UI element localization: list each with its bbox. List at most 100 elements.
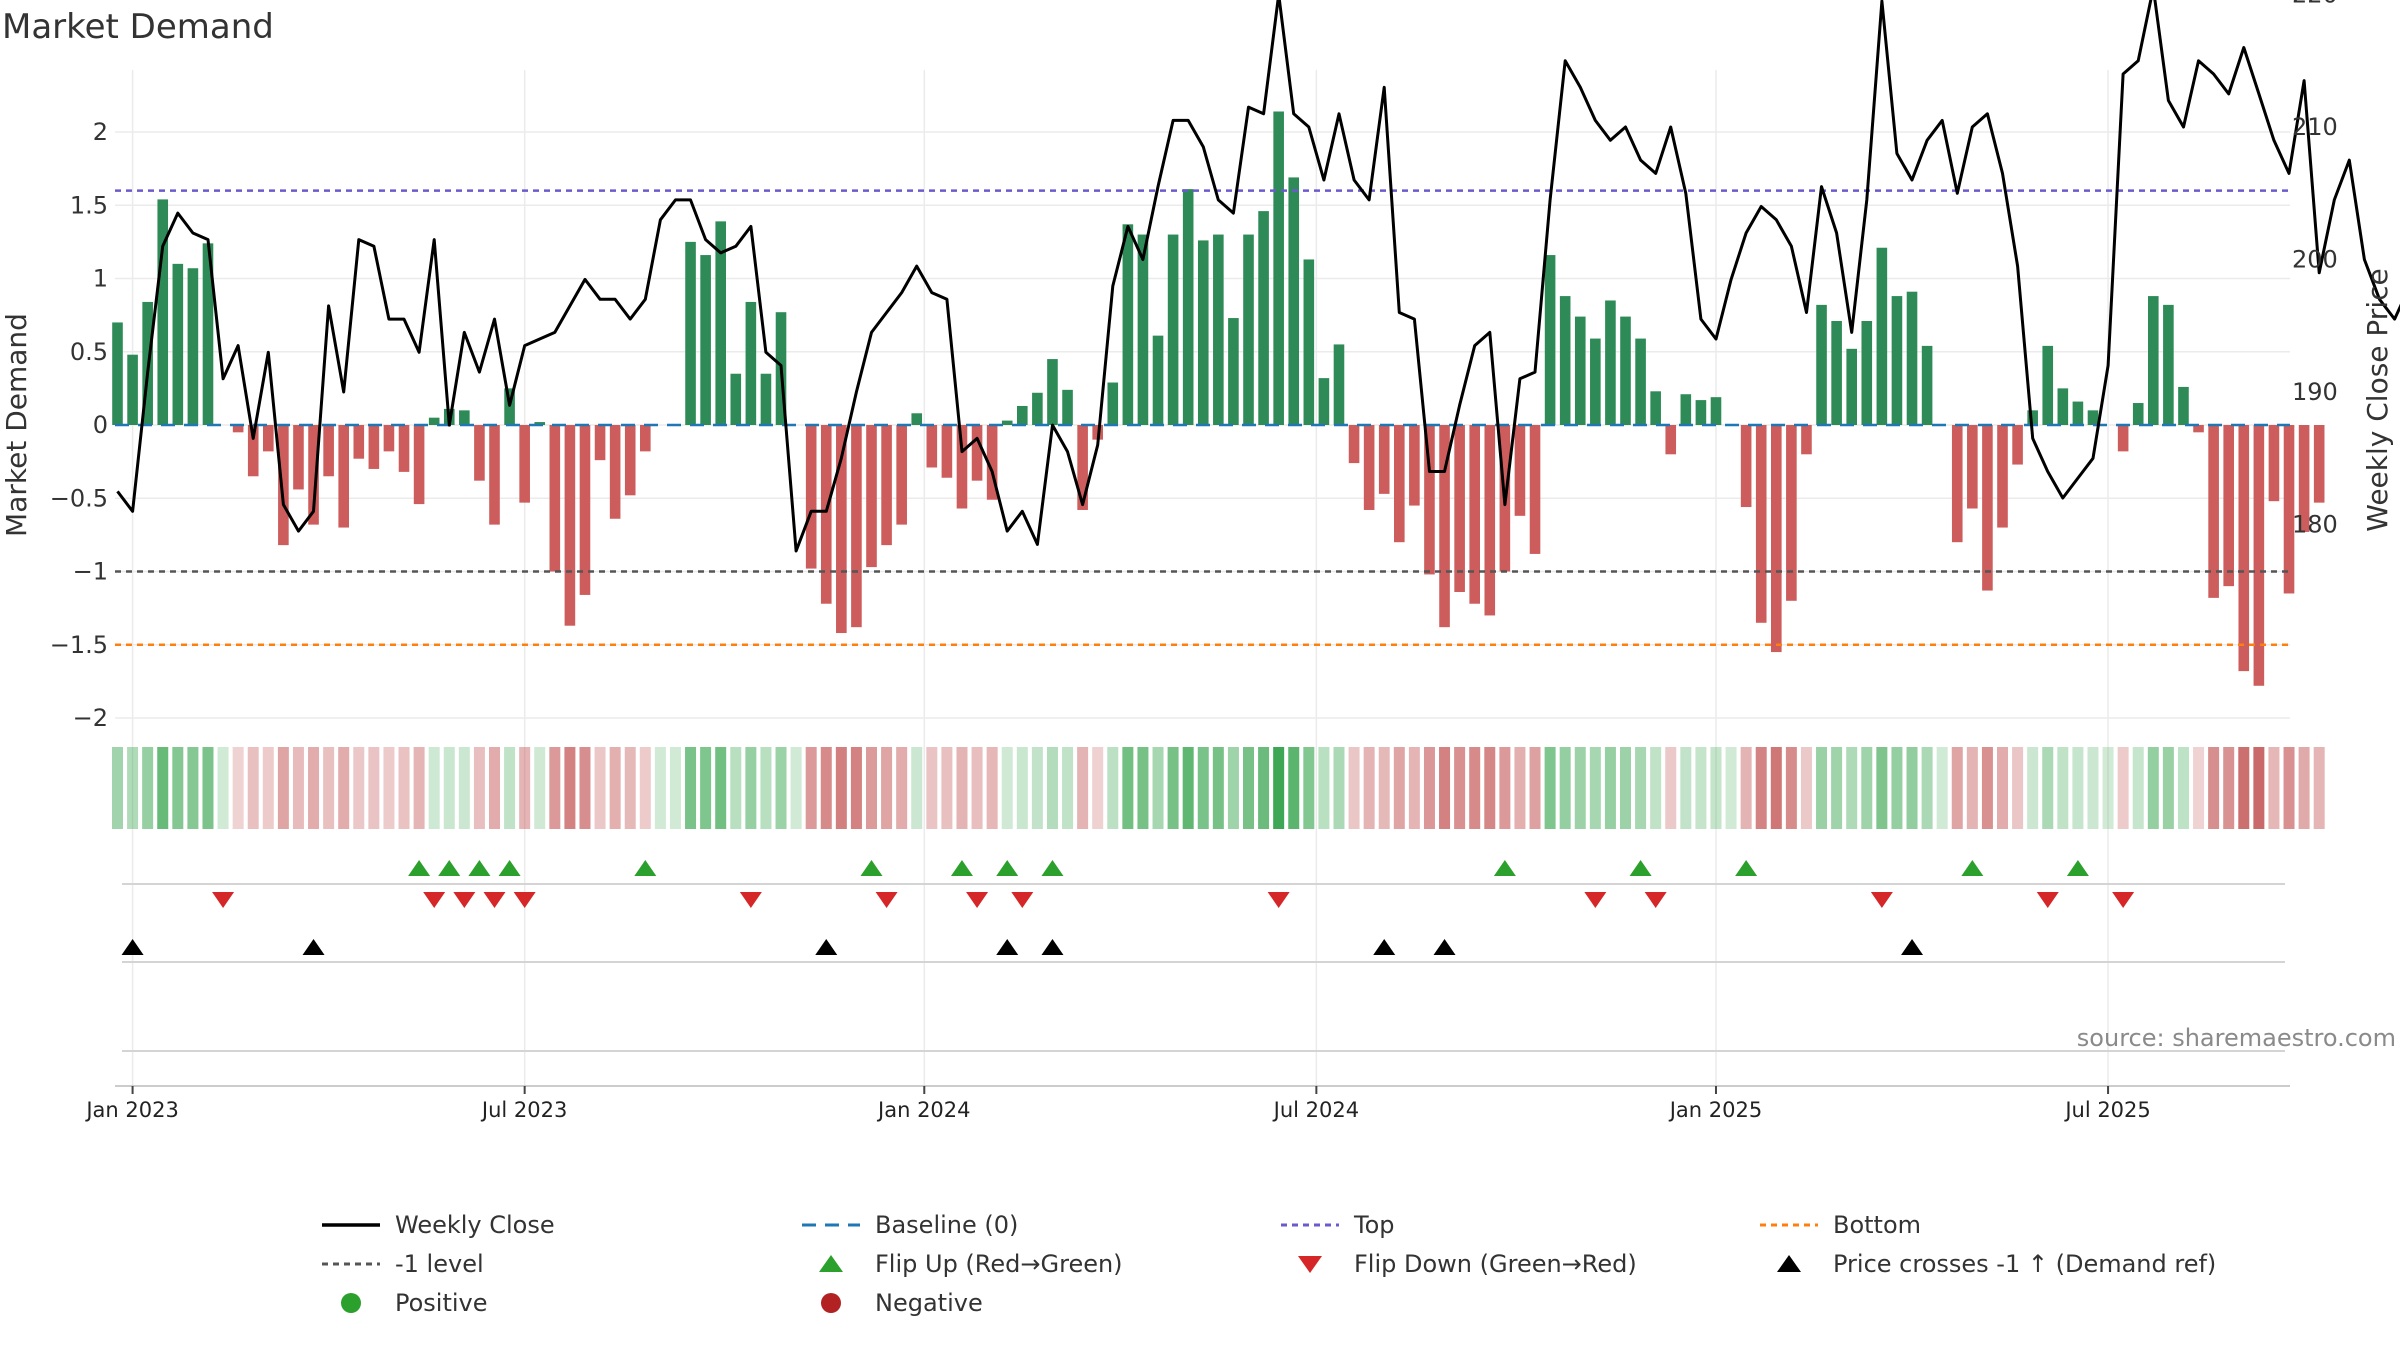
demand-bar-negative [2298, 425, 2310, 532]
heat-cell [986, 747, 998, 829]
flip-down-marker [2036, 892, 2059, 908]
demand-bar-negative [2283, 425, 2295, 594]
legend-weekly-close-label: Weekly Close [395, 1211, 555, 1239]
heat-cell [1137, 747, 1149, 829]
heat-cell [1921, 747, 1933, 829]
legend-positive-swatch [341, 1293, 361, 1313]
demand-bar-negative [1409, 425, 1420, 506]
heat-cell [1695, 747, 1707, 829]
heat-cell [1303, 747, 1315, 829]
heat-cell [1680, 747, 1692, 829]
flip-up-marker [996, 860, 1019, 876]
demand-bar-positive [1152, 335, 1164, 425]
demand-heat-strip [112, 747, 2325, 829]
heat-cell [1816, 747, 1828, 829]
demand-bar-positive [715, 221, 726, 425]
flip-down-marker [1267, 892, 1290, 908]
y-tick-label: 0 [93, 411, 108, 439]
x-tick-label: Jan 2023 [84, 1098, 179, 1122]
heat-cell [1650, 747, 1662, 829]
heat-cell [2283, 747, 2295, 829]
heat-cell [1966, 747, 1978, 829]
demand-bar-positive [157, 199, 169, 425]
heat-cell [1107, 747, 1119, 829]
heat-cell [353, 747, 365, 829]
y2-tick-label: 220 [2292, 0, 2338, 9]
demand-bar-negative [263, 425, 274, 452]
demand-bar-negative [1951, 425, 1963, 543]
weekly-close-series [116, 0, 2400, 553]
demand-bar-positive [112, 322, 123, 425]
heat-cell [1016, 747, 1028, 829]
heat-cell [1861, 747, 1873, 829]
heat-cell [534, 747, 546, 829]
chart-title: Market Demand [2, 7, 274, 47]
demand-bar-negative [1469, 425, 1480, 604]
heat-cell [1182, 747, 1194, 829]
heat-cell [2177, 747, 2189, 829]
demand-bar-positive [534, 422, 546, 425]
heat-cell [956, 747, 968, 829]
price-cross-marker [1433, 939, 1456, 955]
heat-cell [926, 747, 938, 829]
heat-cell [1755, 747, 1767, 829]
demand-bar-positive [1635, 338, 1646, 425]
flip-marker-rows [115, 860, 2290, 1087]
heat-cell [1212, 747, 1224, 829]
heat-cell [1574, 747, 1586, 829]
heat-cell [715, 747, 727, 829]
demand-bar-positive [1680, 394, 1692, 425]
heat-cell [519, 747, 531, 829]
heat-cell [157, 747, 169, 829]
heat-cell [187, 747, 199, 829]
demand-bar-negative [2223, 425, 2234, 587]
y-tick-label: 1 [93, 265, 108, 293]
y2-tick-label: 200 [2292, 246, 2338, 274]
demand-bar-negative [986, 425, 998, 500]
heat-cell [368, 747, 380, 829]
heat-cell [1363, 747, 1375, 829]
legend-price-cross-swatch [1777, 1255, 1801, 1272]
heat-cell [2253, 747, 2265, 829]
heat-cell [2102, 747, 2114, 829]
heat-cell [1876, 747, 1888, 829]
demand-bar-negative [1755, 425, 1767, 623]
heat-cell [2298, 747, 2310, 829]
demand-bar-positive [1243, 234, 1254, 425]
flip-down-marker [875, 892, 898, 908]
heat-cell [1001, 747, 1013, 829]
legend-flip-up-swatch [819, 1255, 843, 1272]
heat-cell [1770, 747, 1782, 829]
y-axis-label: Market Demand [0, 313, 33, 537]
demand-bar-positive [1303, 259, 1315, 425]
demand-bar-positive [1650, 391, 1661, 425]
heat-cell [1318, 747, 1330, 829]
heat-cell [654, 747, 666, 829]
demand-bar-positive [700, 255, 711, 425]
demand-bar-positive [730, 373, 742, 425]
heat-cell [2238, 747, 2250, 829]
heat-cell [2132, 747, 2144, 829]
x-tick-label: Jul 2023 [480, 1098, 567, 1122]
heat-cell [896, 747, 908, 829]
y-tick-label: 1.5 [70, 191, 108, 219]
y-tick-label: −2 [73, 704, 108, 732]
heat-cell [881, 747, 893, 829]
demand-bar-positive [1273, 111, 1284, 426]
price-cross-marker [1373, 939, 1396, 955]
flip-down-marker [966, 892, 989, 908]
heat-cell [564, 747, 576, 829]
demand-bar-negative [1424, 425, 1435, 575]
legend-bottom-label: Bottom [1833, 1211, 1921, 1239]
heat-cell [1559, 747, 1571, 829]
heat-cell [1665, 747, 1677, 829]
grid-lines [115, 70, 2290, 1090]
demand-bar-negative [1394, 425, 1405, 543]
demand-bar-negative [293, 425, 304, 490]
heat-cell [202, 747, 214, 829]
flip-up-marker [860, 860, 883, 876]
heat-cell [398, 747, 410, 829]
demand-bar-negative [594, 425, 606, 461]
heat-cell [1258, 747, 1270, 829]
legend-baseline-label: Baseline (0) [875, 1211, 1018, 1239]
